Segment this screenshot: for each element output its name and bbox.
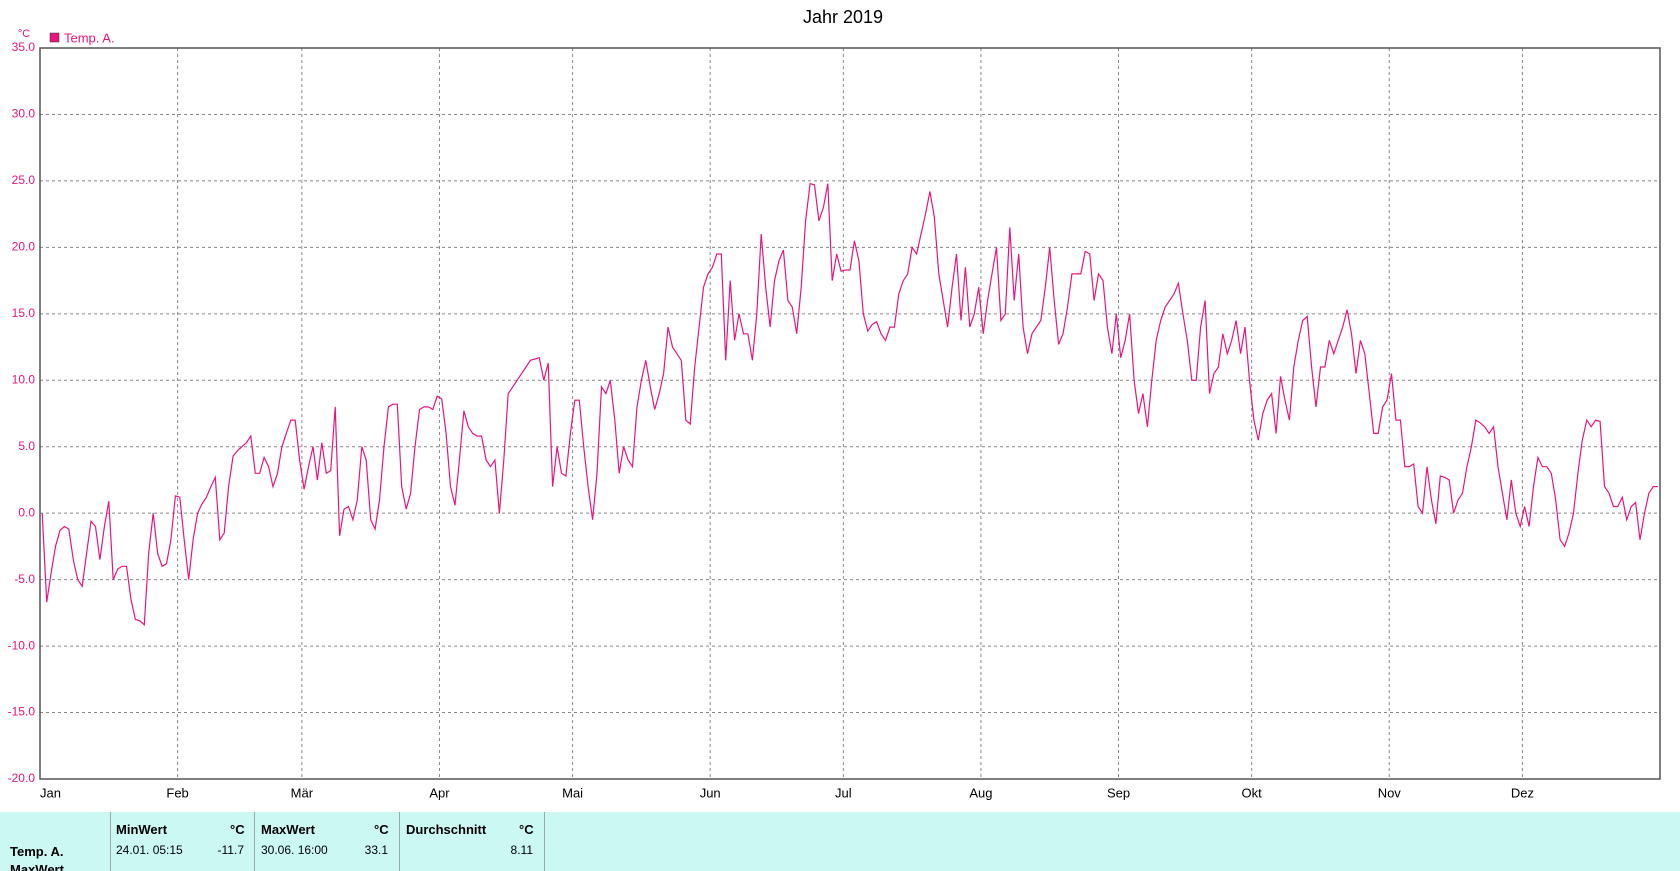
y-tick-label: -20.0 — [8, 771, 36, 785]
x-tick-label: Jun — [700, 785, 721, 800]
x-tick-label: Jan — [40, 785, 61, 800]
chart: Jahr 2019 °C -20.0 -15.0 -10.0 -5.0 0.0 5.0 10… — [8, 7, 1661, 800]
divider — [110, 812, 111, 871]
x-tick-label: Nov — [1378, 785, 1402, 800]
stats-cell: -11.7 — [217, 843, 244, 857]
stats-header: Durchschnitt — [406, 822, 487, 837]
x-tick-label: Mär — [291, 785, 314, 800]
stats-header: °C — [230, 822, 245, 837]
y-unit: °C — [18, 28, 30, 40]
y-tick-label: 15.0 — [12, 306, 36, 320]
y-tick-label: 30.0 — [12, 107, 36, 121]
divider — [254, 812, 255, 871]
y-tick-label: -5.0 — [14, 572, 35, 586]
y-tick-label: 35.0 — [12, 40, 36, 54]
y-tick-label: 10.0 — [12, 372, 36, 386]
x-tick-label: Sep — [1107, 785, 1130, 800]
stats-cell: 30.06. 16:00 — [261, 843, 328, 857]
legend-label: Temp. A. — [64, 30, 115, 45]
y-tick-label: -10.0 — [8, 638, 36, 652]
stats-cell: 24.01. 05:15 — [116, 843, 183, 857]
y-tick-label: 0.0 — [18, 505, 35, 519]
legend-swatch — [49, 32, 60, 43]
data-line — [41, 182, 1658, 627]
stats-header: °C — [374, 822, 389, 837]
y-tick-label: -15.0 — [8, 705, 36, 719]
stats-header: MinWert — [116, 822, 168, 837]
x-tick-label: Apr — [429, 785, 450, 800]
y-tick-label: 25.0 — [12, 173, 36, 187]
stats-row-label: Temp. A. — [10, 844, 64, 859]
stats-cell: 8.11 — [510, 843, 533, 857]
stats-cell: 33.1 — [364, 843, 388, 857]
chart-title: Jahr 2019 — [803, 7, 883, 27]
stats-panel: MinWert °C MaxWert °C Durchschnitt °C Te… — [0, 812, 1680, 871]
x-tick-label: Okt — [1242, 785, 1263, 800]
stats-header: MaxWert — [261, 822, 315, 837]
x-tick-label: Aug — [969, 785, 992, 800]
y-tick-label: 20.0 — [12, 240, 36, 254]
plot-border — [39, 47, 1661, 780]
divider — [399, 812, 400, 871]
divider — [544, 812, 545, 871]
x-tick-label: Jul — [835, 785, 852, 800]
x-tick-label: Mai — [562, 785, 583, 800]
y-tick-label: 5.0 — [18, 439, 35, 453]
x-tick-label: Dez — [1511, 785, 1534, 800]
x-tick-label: Feb — [166, 785, 188, 800]
stats-header: °C — [519, 822, 534, 837]
stats-row-label: MaxWert — [10, 862, 64, 871]
